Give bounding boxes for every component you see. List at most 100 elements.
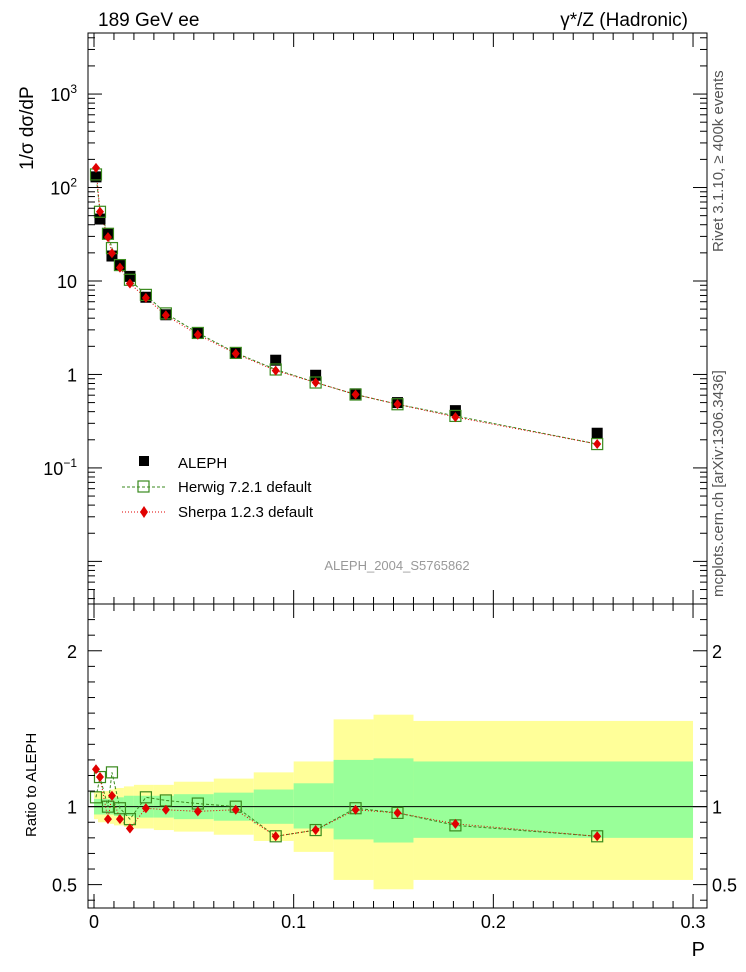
process-label: γ*/Z (Hadronic) xyxy=(560,10,688,31)
sherpa-ratio-point xyxy=(95,772,104,783)
energy-label: 189 GeV ee xyxy=(98,10,199,31)
ratio-line-1 xyxy=(95,769,598,837)
sherpa-ratio-point xyxy=(593,831,602,842)
mcplots-label: mcplots.cern.ch [arXiv:1306.3436] xyxy=(710,370,727,597)
ratio-y-tick-label-right: 0.5 xyxy=(712,876,737,896)
legend-aleph-label: ALEPH xyxy=(178,455,227,472)
sherpa-ratio-point xyxy=(125,823,134,834)
main-series-lines xyxy=(95,167,598,445)
sherpa-point xyxy=(107,248,116,259)
aleph-point xyxy=(124,270,136,282)
legend-herwig-marker xyxy=(137,480,150,493)
sherpa-point xyxy=(451,412,460,423)
sherpa-point xyxy=(311,377,320,388)
ratio-band-green-5 xyxy=(123,795,134,817)
sherpa-point xyxy=(351,389,360,400)
sherpa-point xyxy=(393,399,402,410)
sherpa-point xyxy=(115,262,124,273)
sherpa-point xyxy=(125,278,134,289)
x-tick-label: 0.3 xyxy=(681,912,706,932)
sherpa-point xyxy=(593,439,602,450)
legend-sherpa-marker xyxy=(140,506,148,518)
x-tick-label: 0.2 xyxy=(481,912,506,932)
herwig-ratio-point xyxy=(139,791,153,804)
main-y-tick-label: 102 xyxy=(50,176,77,199)
sherpa-point xyxy=(141,292,150,303)
herwig-ratio-point xyxy=(105,766,119,779)
main-series-markers xyxy=(89,162,604,451)
analysis-watermark: ALEPH_2004_S5765862 xyxy=(324,558,469,573)
main-line-2 xyxy=(95,167,598,445)
aleph-point xyxy=(591,427,603,439)
sherpa-point xyxy=(161,310,170,321)
sherpa-ratio-point xyxy=(231,804,240,815)
herwig-ratio-point xyxy=(269,830,282,843)
x-tick-label: 0.1 xyxy=(281,912,306,932)
sherpa-ratio-point xyxy=(103,814,112,825)
ratio-y-tick-label-right: 1 xyxy=(712,798,722,818)
ratio-y-tick-label-left: 2 xyxy=(67,642,77,662)
aleph-point xyxy=(270,354,282,366)
herwig-ratio-point xyxy=(93,770,107,784)
aleph-point xyxy=(94,213,106,225)
main-y-axis-title: 1/σ dσ/dP xyxy=(17,86,38,170)
sherpa-ratio-point xyxy=(351,804,360,815)
main-y-tick-label: 10 xyxy=(57,272,77,292)
rivet-version-label: Rivet 3.1.10, ≥ 400k events xyxy=(710,70,727,252)
legend-herwig-label: Herwig 7.2.1 default xyxy=(178,479,312,496)
ratio-band-green-12 xyxy=(333,759,374,840)
ratio-frame xyxy=(87,603,708,909)
ratio-uncertainty-bands xyxy=(88,714,707,890)
aleph-point xyxy=(90,171,102,183)
herwig-ratio-point xyxy=(89,791,103,804)
sherpa-point xyxy=(91,162,100,173)
herwig-ratio-point xyxy=(101,800,115,813)
ratio-series-markers xyxy=(89,764,604,843)
sherpa-ratio-point xyxy=(161,804,170,815)
sherpa-point xyxy=(95,206,104,217)
sherpa-ratio-point xyxy=(141,803,150,814)
sherpa-ratio-point xyxy=(311,825,320,836)
sherpa-ratio-point xyxy=(107,790,116,801)
aleph-point xyxy=(310,369,322,381)
ratio-band-green-3 xyxy=(109,797,114,815)
sherpa-ratio-point xyxy=(193,806,202,817)
legend-sherpa-label: Sherpa 1.2.3 default xyxy=(178,504,314,521)
sherpa-ratio-point xyxy=(393,807,402,818)
herwig-point xyxy=(591,437,604,451)
ratio-y-tick-label-right: 2 xyxy=(712,642,722,662)
legend-aleph-marker xyxy=(139,456,149,466)
main-y-tick-label: 10−1 xyxy=(43,456,77,479)
x-tick-label: 0 xyxy=(89,912,99,932)
main-y-tick-label: 1 xyxy=(67,365,77,385)
ratio-series-lines xyxy=(95,769,598,837)
herwig-point xyxy=(309,376,322,389)
ratio-line-0 xyxy=(95,772,598,837)
legend: ALEPH Herwig 7.2.1 default Sherpa 1.2.3 … xyxy=(122,455,314,521)
ratio-band-green-11 xyxy=(293,783,334,829)
herwig-point xyxy=(349,388,362,401)
sherpa-ratio-point xyxy=(115,814,124,825)
herwig-ratio-point xyxy=(309,823,322,837)
sherpa-point xyxy=(271,365,280,376)
sherpa-ratio-point xyxy=(451,818,460,829)
axis-ticks xyxy=(88,33,707,908)
herwig-point xyxy=(391,398,404,411)
main-line-1 xyxy=(95,174,598,445)
sherpa-ratio-point xyxy=(271,831,280,842)
ratio-band-green-14 xyxy=(413,761,694,838)
sherpa-point xyxy=(103,232,112,243)
ratio-y-tick-label-left: 1 xyxy=(67,798,77,818)
herwig-ratio-point xyxy=(391,806,404,820)
ratio-band-green-13 xyxy=(373,758,414,843)
sherpa-point xyxy=(193,329,202,340)
ratio-y-tick-label-left: 0.5 xyxy=(52,876,77,896)
sherpa-ratio-point xyxy=(91,764,100,775)
herwig-ratio-point xyxy=(591,830,604,843)
herwig-point xyxy=(93,205,107,218)
axis-tick-labels: 10−1 1 10 102 103 0 0.1 0.2 0.3 0.5 0.5 1 1 2 2 xyxy=(43,82,737,932)
x-axis-title: P xyxy=(692,939,705,961)
sherpa-point xyxy=(231,348,240,359)
ratio-y-axis-title: Ratio to ALEPH xyxy=(23,733,40,837)
